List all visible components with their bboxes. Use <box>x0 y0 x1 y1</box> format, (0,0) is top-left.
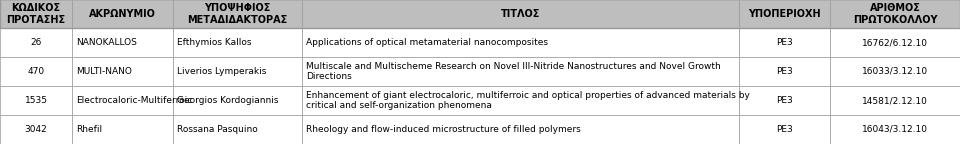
Text: 16043/3.12.10: 16043/3.12.10 <box>862 125 928 134</box>
Bar <box>302 57 739 86</box>
Text: Liverios Lymperakis: Liverios Lymperakis <box>177 67 266 76</box>
Text: PE3: PE3 <box>777 125 793 134</box>
Text: Applications of optical metamaterial nanocomposites: Applications of optical metamaterial nan… <box>306 38 548 47</box>
Bar <box>302 28 739 57</box>
Bar <box>739 28 830 57</box>
Bar <box>0 0 72 28</box>
Bar <box>302 115 739 144</box>
Text: 1535: 1535 <box>25 96 47 105</box>
Text: ΑΡΙΘΜΟΣ
ΠΡΩΤΟΚΟΛΛΟΥ: ΑΡΙΘΜΟΣ ΠΡΩΤΟΚΟΛΛΟΥ <box>852 3 938 25</box>
Bar <box>830 86 960 115</box>
Bar <box>72 115 173 144</box>
Bar <box>72 86 173 115</box>
Text: ΚΩΔΙΚΟΣ
ΠΡΟΤΑΣΗΣ: ΚΩΔΙΚΟΣ ΠΡΟΤΑΣΗΣ <box>7 3 65 25</box>
Text: ΤΙΤΛΟΣ: ΤΙΤΛΟΣ <box>501 9 540 19</box>
Text: Multiscale and Multischeme Research on Novel III-Nitride Nanostructures and Nove: Multiscale and Multischeme Research on N… <box>306 62 721 81</box>
Bar <box>173 86 302 115</box>
Text: Efthymios Kallos: Efthymios Kallos <box>177 38 252 47</box>
Text: Rossana Pasquino: Rossana Pasquino <box>177 125 257 134</box>
Bar <box>0 86 72 115</box>
Bar <box>72 57 173 86</box>
Bar <box>302 86 739 115</box>
Bar <box>302 0 739 28</box>
Bar <box>173 0 302 28</box>
Bar <box>0 28 72 57</box>
Text: ΥΠΟΨΗΦΙΟΣ
ΜΕΤΑΔΙΔΑΚΤΟΡΑΣ: ΥΠΟΨΗΦΙΟΣ ΜΕΤΑΔΙΔΑΚΤΟΡΑΣ <box>187 3 288 25</box>
Bar <box>830 28 960 57</box>
Text: Electrocaloric-Multiferroic: Electrocaloric-Multiferroic <box>76 96 192 105</box>
Bar <box>173 115 302 144</box>
Text: 3042: 3042 <box>25 125 47 134</box>
Bar <box>0 57 72 86</box>
Text: MULTI-NANO: MULTI-NANO <box>76 67 132 76</box>
Bar <box>830 57 960 86</box>
Bar <box>739 0 830 28</box>
Bar <box>0 115 72 144</box>
Text: PE3: PE3 <box>777 38 793 47</box>
Bar <box>739 86 830 115</box>
Text: PE3: PE3 <box>777 67 793 76</box>
Text: 470: 470 <box>28 67 44 76</box>
Text: 26: 26 <box>31 38 41 47</box>
Bar <box>72 28 173 57</box>
Bar <box>739 57 830 86</box>
Bar <box>173 28 302 57</box>
Bar <box>830 0 960 28</box>
Text: 16033/3.12.10: 16033/3.12.10 <box>862 67 928 76</box>
Text: Rhefil: Rhefil <box>76 125 102 134</box>
Text: 14581/2.12.10: 14581/2.12.10 <box>862 96 928 105</box>
Text: ΑΚΡΩΝΥΜΙΟ: ΑΚΡΩΝΥΜΙΟ <box>89 9 156 19</box>
Text: PE3: PE3 <box>777 96 793 105</box>
Bar <box>739 115 830 144</box>
Text: NANOKALLOS: NANOKALLOS <box>76 38 136 47</box>
Text: 16762/6.12.10: 16762/6.12.10 <box>862 38 928 47</box>
Bar <box>830 115 960 144</box>
Bar <box>72 0 173 28</box>
Text: Rheology and flow-induced microstructure of filled polymers: Rheology and flow-induced microstructure… <box>306 125 581 134</box>
Bar <box>173 57 302 86</box>
Text: ΥΠΟΠΕΡΙΟΧΗ: ΥΠΟΠΕΡΙΟΧΗ <box>749 9 821 19</box>
Text: Georgios Kordogiannis: Georgios Kordogiannis <box>177 96 278 105</box>
Text: Enhancement of giant electrocaloric, multiferroic and optical properties of adva: Enhancement of giant electrocaloric, mul… <box>306 91 750 110</box>
